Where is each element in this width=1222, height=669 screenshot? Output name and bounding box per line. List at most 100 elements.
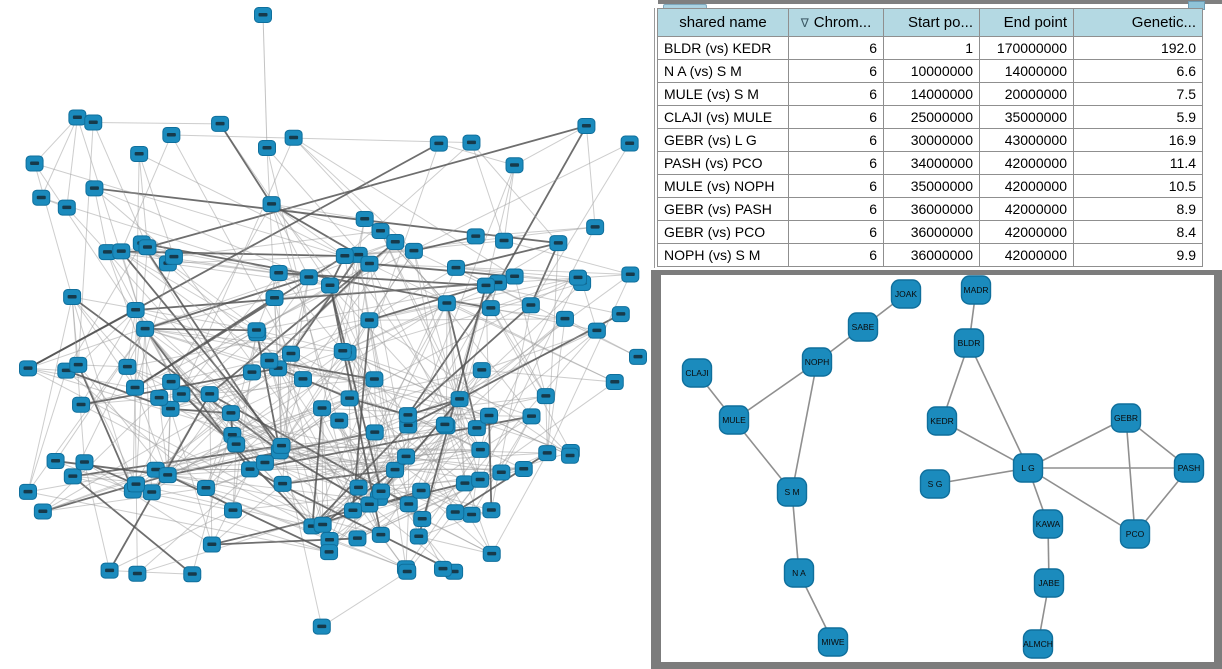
network-edge[interactable]	[264, 425, 447, 464]
network-edge[interactable]	[342, 218, 366, 352]
panel-tab-fragment[interactable]	[663, 4, 707, 10]
network-edge[interactable]	[369, 262, 515, 278]
node-MIWE[interactable]: MIWE	[817, 627, 849, 657]
network-edge[interactable]	[329, 503, 409, 541]
network-edge[interactable]	[40, 117, 78, 198]
network-node[interactable]	[522, 408, 541, 425]
network-edge[interactable]	[329, 285, 382, 492]
network-edge[interactable]	[255, 330, 281, 452]
network-node[interactable]	[281, 345, 300, 362]
filter-icon[interactable]: ∇	[800, 16, 809, 30]
network-edge[interactable]	[180, 137, 295, 395]
network-node[interactable]	[505, 268, 524, 285]
node-MULE[interactable]: MULE	[718, 405, 750, 435]
network-node[interactable]	[33, 503, 52, 520]
network-node[interactable]	[386, 461, 405, 478]
network-node[interactable]	[413, 510, 432, 527]
network-edge[interactable]	[71, 296, 134, 491]
network-edge[interactable]	[72, 296, 257, 331]
network-node[interactable]	[343, 502, 362, 519]
network-edge[interactable]	[83, 462, 111, 571]
network-edge[interactable]	[369, 277, 579, 321]
network-node[interactable]	[605, 374, 624, 391]
network-node[interactable]	[482, 545, 501, 562]
network-node[interactable]	[320, 544, 339, 561]
network-edge[interactable]	[311, 408, 323, 527]
network-edge[interactable]	[277, 368, 283, 446]
network-edge[interactable]	[479, 226, 596, 451]
network-node[interactable]	[386, 233, 405, 250]
network-edge[interactable]	[232, 350, 344, 436]
network-node[interactable]	[372, 483, 391, 500]
network-edge[interactable]	[34, 163, 146, 330]
network-node[interactable]	[587, 322, 606, 339]
network-edge[interactable]	[369, 263, 615, 383]
network-edge[interactable]	[293, 137, 415, 252]
network-node[interactable]	[138, 239, 157, 256]
detail-edge-LG-PCO[interactable]	[1027, 467, 1136, 535]
network-node[interactable]	[136, 320, 155, 337]
network-edge[interactable]	[347, 282, 583, 354]
network-node[interactable]	[471, 471, 490, 488]
network-node[interactable]	[25, 155, 44, 172]
network-node[interactable]	[247, 322, 266, 339]
network-node[interactable]	[538, 445, 557, 462]
node-JABE[interactable]: JABE	[1033, 568, 1065, 598]
network-node[interactable]	[258, 140, 276, 156]
network-edge[interactable]	[138, 153, 175, 258]
network-edge[interactable]	[121, 250, 257, 331]
network-edge[interactable]	[490, 277, 579, 309]
network-edge[interactable]	[147, 125, 587, 249]
network-node[interactable]	[164, 248, 183, 265]
table-row[interactable]: MULE (vs) NOPH 6 35000000 42000000 10.5	[657, 174, 1203, 198]
network-node[interactable]	[299, 269, 318, 286]
network-node[interactable]	[611, 306, 630, 323]
network-edge[interactable]	[369, 318, 565, 321]
network-node[interactable]	[162, 373, 181, 390]
network-edge[interactable]	[464, 330, 598, 484]
network-node[interactable]	[467, 420, 486, 437]
network-edge[interactable]	[514, 276, 547, 397]
network-node[interactable]	[437, 295, 456, 312]
network-edge[interactable]	[546, 243, 559, 454]
network-node[interactable]	[514, 460, 533, 477]
network-node[interactable]	[32, 189, 51, 206]
column-header-shared-name[interactable]: shared name	[657, 8, 789, 37]
network-node[interactable]	[260, 352, 279, 369]
network-node[interactable]	[200, 386, 219, 403]
network-edge[interactable]	[279, 425, 409, 452]
network-edge[interactable]	[279, 397, 350, 452]
network-node[interactable]	[471, 441, 490, 458]
network-edge[interactable]	[93, 188, 108, 253]
network-node[interactable]	[480, 407, 499, 424]
network-edge[interactable]	[27, 309, 137, 370]
network-edge[interactable]	[268, 360, 324, 525]
network-node[interactable]	[482, 502, 501, 519]
network-edge[interactable]	[290, 277, 310, 354]
column-header-end-point[interactable]: End point	[979, 8, 1074, 37]
network-edge[interactable]	[281, 352, 348, 447]
network-edge[interactable]	[405, 504, 410, 569]
network-edge[interactable]	[497, 125, 588, 284]
network-edge[interactable]	[170, 203, 272, 383]
network-edge[interactable]	[155, 468, 330, 553]
network-edge[interactable]	[407, 304, 532, 416]
network-edge[interactable]	[109, 509, 234, 572]
network-edge[interactable]	[274, 297, 330, 553]
network-edge[interactable]	[65, 243, 143, 371]
network-edge[interactable]	[173, 256, 408, 573]
network-edge[interactable]	[72, 475, 193, 575]
network-node[interactable]	[172, 386, 191, 403]
network-edge[interactable]	[180, 272, 280, 395]
network-edge[interactable]	[138, 153, 148, 248]
network-node[interactable]	[63, 468, 82, 485]
network-edge[interactable]	[420, 490, 493, 555]
network-edge[interactable]	[137, 497, 380, 575]
table-row[interactable]: CLAJI (vs) MULE 6 25000000 35000000 5.9	[657, 105, 1203, 129]
network-node[interactable]	[335, 247, 354, 264]
node-LG[interactable]: L G	[1012, 453, 1044, 483]
network-edge[interactable]	[408, 395, 546, 427]
network-node[interactable]	[158, 467, 177, 484]
network-edge[interactable]	[42, 267, 457, 512]
network-edge[interactable]	[66, 117, 78, 208]
